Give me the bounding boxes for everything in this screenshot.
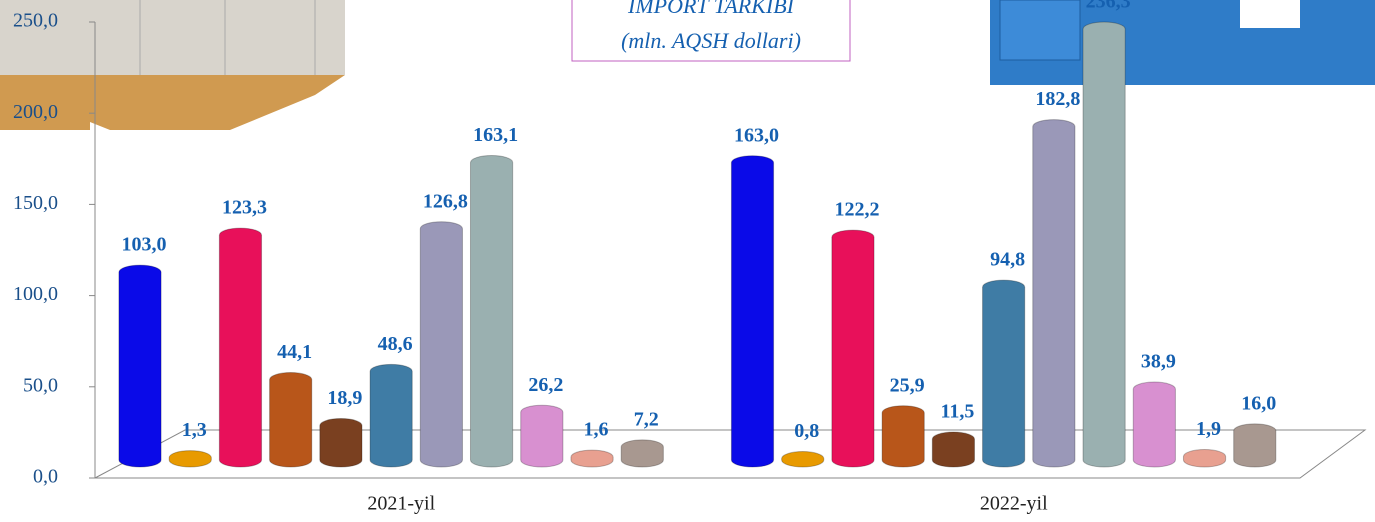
value-label: 16,0 — [1241, 392, 1276, 414]
bar — [1182, 449, 1227, 468]
value-label: 163,1 — [473, 124, 518, 146]
value-label: 1,9 — [1196, 418, 1221, 440]
value-label: 7,2 — [634, 408, 659, 430]
value-label: 163,0 — [734, 124, 779, 146]
y-tick-label: 0,0 — [33, 466, 58, 488]
chart-title: IMPORT TARKIBI — [627, 0, 796, 18]
bar — [419, 221, 463, 468]
y-tick-label: 100,0 — [13, 283, 58, 305]
bar — [369, 363, 413, 468]
bar — [881, 405, 925, 468]
value-label: 1,3 — [182, 419, 207, 441]
bar — [931, 431, 976, 468]
bar — [781, 451, 825, 468]
value-label: 11,5 — [940, 401, 974, 423]
x-tick-label: 2022-yil — [980, 493, 1048, 515]
value-label: 38,9 — [1141, 351, 1176, 373]
container-image — [990, 0, 1375, 85]
pallet-image — [0, 0, 345, 130]
value-label: 25,9 — [890, 374, 925, 396]
bar — [1233, 423, 1277, 468]
value-label: 126,8 — [423, 190, 468, 212]
value-label: 48,6 — [378, 333, 413, 355]
bar — [1082, 21, 1126, 468]
bar — [269, 372, 313, 468]
bar — [570, 449, 614, 468]
bar — [218, 227, 263, 468]
value-label: 122,2 — [834, 199, 879, 221]
bar — [469, 155, 514, 468]
bar — [520, 404, 564, 468]
bar — [982, 279, 1026, 468]
value-label: 94,8 — [990, 249, 1025, 271]
y-tick-label: 50,0 — [23, 374, 58, 396]
chart-subtitle: (mln. AQSH dollari) — [621, 28, 801, 53]
value-label: 18,9 — [327, 387, 362, 409]
value-label: 103,0 — [122, 234, 167, 256]
bar — [118, 264, 162, 468]
value-label: 123,3 — [222, 197, 267, 219]
title-box — [571, 0, 851, 62]
y-tick-label: 250,0 — [13, 10, 58, 32]
bar — [831, 229, 875, 468]
value-label: 236,3 — [1086, 0, 1131, 13]
y-tick-label: 200,0 — [13, 101, 58, 123]
bar — [319, 418, 363, 468]
bar — [168, 450, 212, 468]
value-label: 1,6 — [584, 419, 609, 441]
bar — [1132, 381, 1176, 468]
y-tick-label: 150,0 — [13, 192, 58, 214]
value-label: 44,1 — [277, 341, 312, 363]
x-tick-label: 2021-yil — [367, 493, 435, 515]
bar — [1032, 119, 1076, 468]
bar — [730, 155, 775, 468]
value-label: 26,2 — [528, 374, 563, 396]
value-label: 182,8 — [1035, 88, 1080, 110]
value-label: 0,8 — [794, 420, 819, 442]
bar — [620, 439, 664, 468]
